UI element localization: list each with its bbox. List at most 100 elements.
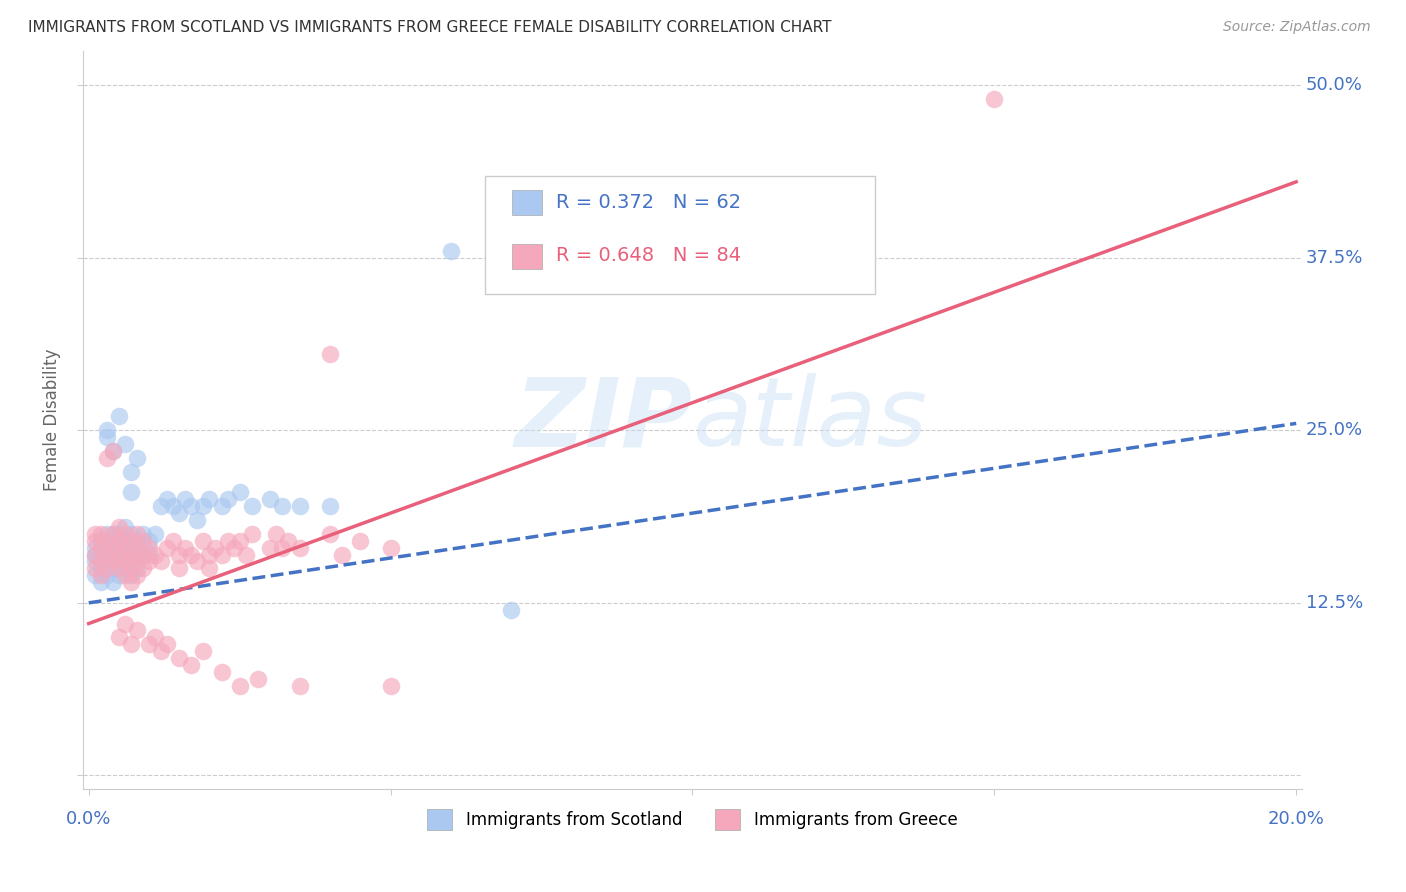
Point xyxy=(90,526,112,541)
Point xyxy=(156,492,179,507)
Point xyxy=(108,409,131,424)
Point xyxy=(83,554,105,568)
Point xyxy=(198,548,221,562)
Point xyxy=(150,500,173,514)
Point xyxy=(120,526,142,541)
Point xyxy=(132,541,155,555)
Point xyxy=(143,548,166,562)
Point xyxy=(114,520,136,534)
Point xyxy=(380,541,402,555)
Point xyxy=(228,533,250,548)
Point xyxy=(138,554,160,568)
Point xyxy=(198,492,221,507)
Point xyxy=(108,533,131,548)
Text: ZIP: ZIP xyxy=(515,374,692,467)
Point xyxy=(90,561,112,575)
Point xyxy=(96,561,118,575)
Point xyxy=(211,500,233,514)
Text: R = 0.372   N = 62: R = 0.372 N = 62 xyxy=(555,193,741,211)
Point xyxy=(90,568,112,582)
Point xyxy=(101,548,124,562)
Point xyxy=(150,644,173,658)
Point xyxy=(101,541,124,555)
Text: 0.0%: 0.0% xyxy=(66,810,111,828)
Point xyxy=(90,541,112,555)
Point xyxy=(138,541,160,555)
Point xyxy=(120,541,142,555)
Legend: Immigrants from Scotland, Immigrants from Greece: Immigrants from Scotland, Immigrants fro… xyxy=(420,803,965,837)
Point xyxy=(108,541,131,555)
Point xyxy=(125,561,148,575)
Point xyxy=(288,500,311,514)
Point xyxy=(90,554,112,568)
Text: R = 0.648   N = 84: R = 0.648 N = 84 xyxy=(555,246,741,266)
Point xyxy=(217,492,239,507)
Point xyxy=(270,541,292,555)
Point xyxy=(114,616,136,631)
Text: 50.0%: 50.0% xyxy=(1306,76,1362,95)
Point xyxy=(101,554,124,568)
Point xyxy=(501,603,523,617)
Text: atlas: atlas xyxy=(692,374,928,467)
Text: 20.0%: 20.0% xyxy=(1268,810,1324,828)
Point xyxy=(222,541,245,555)
Point xyxy=(319,347,342,361)
Point xyxy=(114,561,136,575)
Point xyxy=(349,533,371,548)
Point xyxy=(114,533,136,548)
Point xyxy=(114,568,136,582)
Point xyxy=(120,548,142,562)
Point xyxy=(174,492,197,507)
Point xyxy=(108,561,131,575)
Point xyxy=(198,561,221,575)
Point xyxy=(186,513,208,527)
Point xyxy=(114,541,136,555)
Point xyxy=(167,561,190,575)
Point xyxy=(156,541,179,555)
Point xyxy=(120,533,142,548)
Point xyxy=(240,500,263,514)
Point xyxy=(96,541,118,555)
Point xyxy=(132,561,155,575)
Point xyxy=(96,430,118,444)
Text: 25.0%: 25.0% xyxy=(1306,421,1362,439)
Point xyxy=(120,575,142,590)
Point xyxy=(83,548,105,562)
Point xyxy=(167,506,190,520)
Point xyxy=(83,526,105,541)
Point xyxy=(983,92,1005,106)
Point xyxy=(143,631,166,645)
Point xyxy=(108,520,131,534)
Point xyxy=(180,548,202,562)
FancyBboxPatch shape xyxy=(512,244,543,268)
Point xyxy=(193,533,215,548)
Point xyxy=(120,485,142,500)
Point xyxy=(132,533,155,548)
Point xyxy=(204,541,226,555)
Point xyxy=(125,548,148,562)
Point xyxy=(132,548,155,562)
Point xyxy=(101,561,124,575)
Point xyxy=(96,526,118,541)
Text: 12.5%: 12.5% xyxy=(1306,594,1364,612)
Point xyxy=(193,644,215,658)
Point xyxy=(240,526,263,541)
Point xyxy=(90,548,112,562)
Point xyxy=(96,423,118,437)
Point xyxy=(180,500,202,514)
FancyBboxPatch shape xyxy=(512,190,543,215)
Point xyxy=(120,568,142,582)
Point xyxy=(270,500,292,514)
Point xyxy=(83,533,105,548)
Point xyxy=(108,631,131,645)
Text: Source: ZipAtlas.com: Source: ZipAtlas.com xyxy=(1223,20,1371,34)
Point xyxy=(330,548,353,562)
Point xyxy=(259,541,281,555)
Point xyxy=(125,526,148,541)
Point xyxy=(125,554,148,568)
Point xyxy=(211,665,233,679)
Point xyxy=(83,561,105,575)
Point xyxy=(193,500,215,514)
Point xyxy=(114,548,136,562)
Point xyxy=(108,548,131,562)
